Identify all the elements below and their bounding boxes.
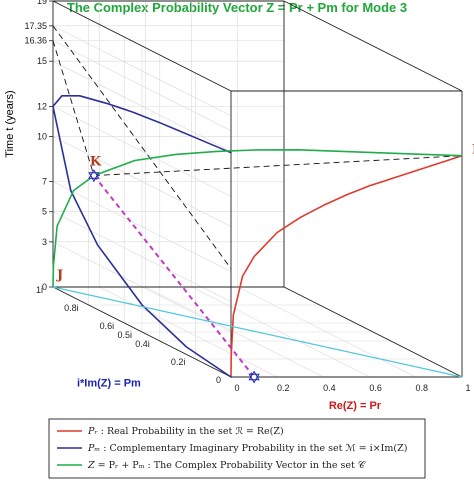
box-edge	[52, 0, 232, 92]
guide-k-vertical	[93, 174, 255, 378]
legend-box	[48, 418, 426, 479]
marker-k-projection	[248, 373, 260, 384]
legend-symbol: Z	[87, 460, 95, 471]
x-axis-label: Re(Z) = Pr	[329, 400, 382, 412]
legend-description: = Pᵣ + Pₘ : The Complex Probability Vect…	[95, 460, 367, 471]
legend-entry: Z = Pᵣ + Pₘ : The Complex Probability Ve…	[87, 460, 367, 471]
z-axis-label: Time t (years)	[4, 90, 16, 157]
axes-box	[52, 0, 463, 378]
z-tick-label: 17.35	[24, 21, 47, 31]
y-axis-label: i*Im(Z) = Pm	[77, 378, 141, 390]
z-tick-label: 10	[37, 131, 47, 141]
x-tick-label: 1	[465, 383, 470, 393]
point-labels: J K L	[56, 143, 474, 283]
series-line-pm	[52, 95, 232, 378]
z-tick-label: 5	[42, 207, 47, 217]
legend-entry: Pₘ : Complementary Imaginary Probability…	[87, 443, 407, 454]
z-tick-label: 0	[42, 282, 47, 292]
z-tick-label: 12	[37, 101, 47, 111]
point-markers	[88, 169, 260, 384]
point-label-j: J	[56, 268, 63, 283]
y-tick-label: 0.5i	[117, 330, 132, 340]
box-edge	[283, 0, 463, 92]
chart-title: The Complex Probability Vector Z = Pr + …	[67, 0, 407, 15]
x-tick-label: 0.4	[323, 383, 336, 393]
x-tick-label: 0.2	[277, 383, 290, 393]
legend: Pᵣ : Real Probability in the set ℛ = Re(…	[48, 418, 426, 479]
guide-k-time	[52, 40, 95, 176]
legend-entry: Pᵣ : Real Probability in the set ℛ = Re(…	[87, 426, 284, 437]
y-tick-label: 0.8i	[64, 303, 79, 313]
x-tick-label: 0.8	[416, 383, 429, 393]
series-line-pr	[230, 154, 463, 378]
guide-17-35	[52, 25, 232, 269]
z-tick-label: 15	[37, 56, 47, 66]
legend-description: : Real Probability in the set ℛ = Re(Z)	[98, 426, 284, 437]
z-tick-label: 3	[42, 237, 47, 247]
y-tick-label: 0.2i	[171, 357, 186, 367]
legend-symbol: Pᵣ	[87, 426, 98, 437]
z-tick-label: 16.36	[24, 36, 47, 46]
y-tick-label: 0.6i	[100, 321, 115, 331]
legend-symbol: Pₘ	[87, 443, 100, 454]
reference-lines	[52, 25, 463, 378]
point-label-k: K	[90, 155, 102, 170]
guide-k-l	[93, 155, 463, 177]
series-line-z	[52, 149, 463, 288]
legend-description: : Complementary Imaginary Probability in…	[100, 443, 407, 454]
z-tick-label: 19	[37, 0, 47, 6]
series-group	[52, 95, 463, 378]
x-tick-label: 0	[234, 383, 239, 393]
y-tick-label: 0	[216, 375, 221, 385]
z-tick-label: 7	[42, 177, 47, 187]
box-edge	[283, 286, 463, 378]
marker-k-projection	[248, 370, 260, 381]
y-tick-label: 0.4i	[135, 339, 150, 349]
series-line-base	[52, 286, 463, 378]
marker-k	[88, 172, 100, 183]
box-edge	[52, 286, 232, 378]
point-label-l: L	[472, 143, 474, 158]
y-tick-label: 1i	[36, 285, 43, 295]
x-tick-label: 0.6	[369, 383, 382, 393]
